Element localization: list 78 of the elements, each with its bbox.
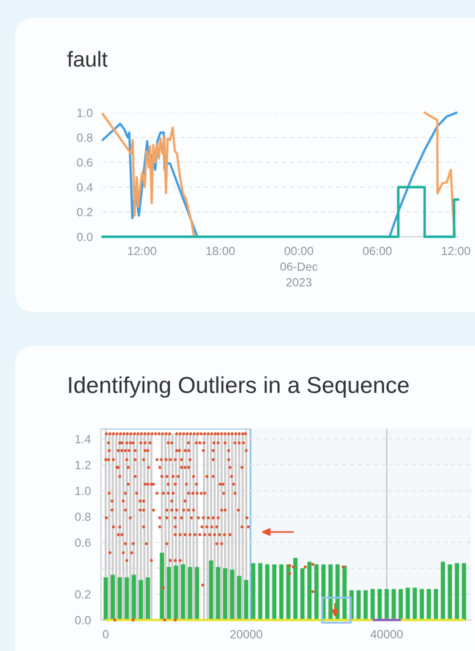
bar — [118, 577, 122, 620]
x-tick-label: 12:00 — [128, 246, 156, 256]
bar — [426, 588, 431, 620]
bar — [110, 574, 115, 620]
bar — [370, 588, 375, 620]
bar — [166, 566, 172, 620]
y-tick-label: 0.0 — [77, 232, 93, 242]
bar — [272, 564, 276, 620]
bar — [300, 568, 305, 620]
x-tick-label: 00:00 06-Dec 2023 — [280, 246, 318, 287]
bar — [440, 562, 446, 620]
y-tick-label: 1.0 — [76, 486, 91, 496]
bar — [194, 566, 200, 620]
bar — [146, 577, 150, 620]
bar — [185, 434, 188, 620]
bar — [180, 564, 186, 620]
bar — [420, 588, 424, 620]
chart-title: Identifying Outliers in a Sequence — [69, 376, 409, 398]
bar — [132, 574, 136, 620]
y-tick-label: 1.0 — [77, 108, 93, 118]
bar — [178, 434, 181, 620]
bar — [108, 434, 110, 620]
bar — [206, 434, 209, 620]
bar — [454, 563, 460, 620]
bar — [242, 434, 244, 620]
bar — [234, 434, 237, 620]
bar — [174, 566, 178, 620]
bar — [237, 576, 242, 620]
bar — [150, 434, 152, 620]
bar — [392, 588, 396, 620]
bar — [244, 580, 248, 620]
bar — [230, 570, 234, 620]
y-tick-label: 0.2 — [77, 208, 92, 216]
bar — [160, 552, 164, 620]
y-tick-label: 1.2 — [76, 460, 90, 470]
bar — [406, 588, 410, 620]
x-tick-label: 06:00 — [363, 246, 392, 256]
bar — [364, 590, 368, 620]
chart-title: fault — [67, 50, 108, 67]
bar — [384, 588, 389, 620]
bar — [307, 562, 312, 620]
bar — [223, 568, 228, 620]
bar — [228, 434, 230, 620]
y-tick-label: 0.8 — [77, 134, 92, 142]
bar — [279, 564, 284, 620]
y-tick-label: 0.0 — [75, 616, 91, 624]
x-tick-label: 18:00 — [206, 246, 235, 256]
y-tick-label: 0.6 — [75, 538, 91, 547]
bar — [293, 558, 298, 620]
bar — [104, 577, 108, 620]
bar — [124, 577, 129, 620]
x-tick-label: 0 — [102, 630, 109, 638]
bar — [412, 588, 417, 620]
y-tick-label: 0.4 — [77, 183, 93, 192]
y-tick-label: 0.2 — [75, 590, 90, 599]
bar — [208, 560, 214, 620]
bar — [378, 588, 382, 620]
bar — [462, 563, 466, 620]
bar — [192, 434, 195, 620]
y-tick-label: 0.6 — [77, 158, 92, 167]
bar — [265, 564, 270, 620]
bar — [251, 563, 256, 620]
bar — [434, 588, 438, 620]
bar — [314, 564, 319, 620]
y-tick-label: 0.8 — [75, 512, 91, 521]
x-tick-label: 40000 — [370, 630, 403, 638]
bar — [448, 564, 452, 620]
bar — [188, 566, 192, 620]
bar — [328, 564, 333, 620]
bar — [356, 590, 361, 620]
bar — [136, 434, 138, 620]
x-tick-label: 12:00 — [442, 246, 470, 256]
x-tick-label: 20000 — [230, 630, 262, 638]
y-tick-label: 1.4 — [76, 435, 91, 444]
bar — [258, 563, 262, 620]
bar — [398, 588, 403, 620]
bar — [216, 566, 220, 620]
bar — [138, 580, 143, 620]
